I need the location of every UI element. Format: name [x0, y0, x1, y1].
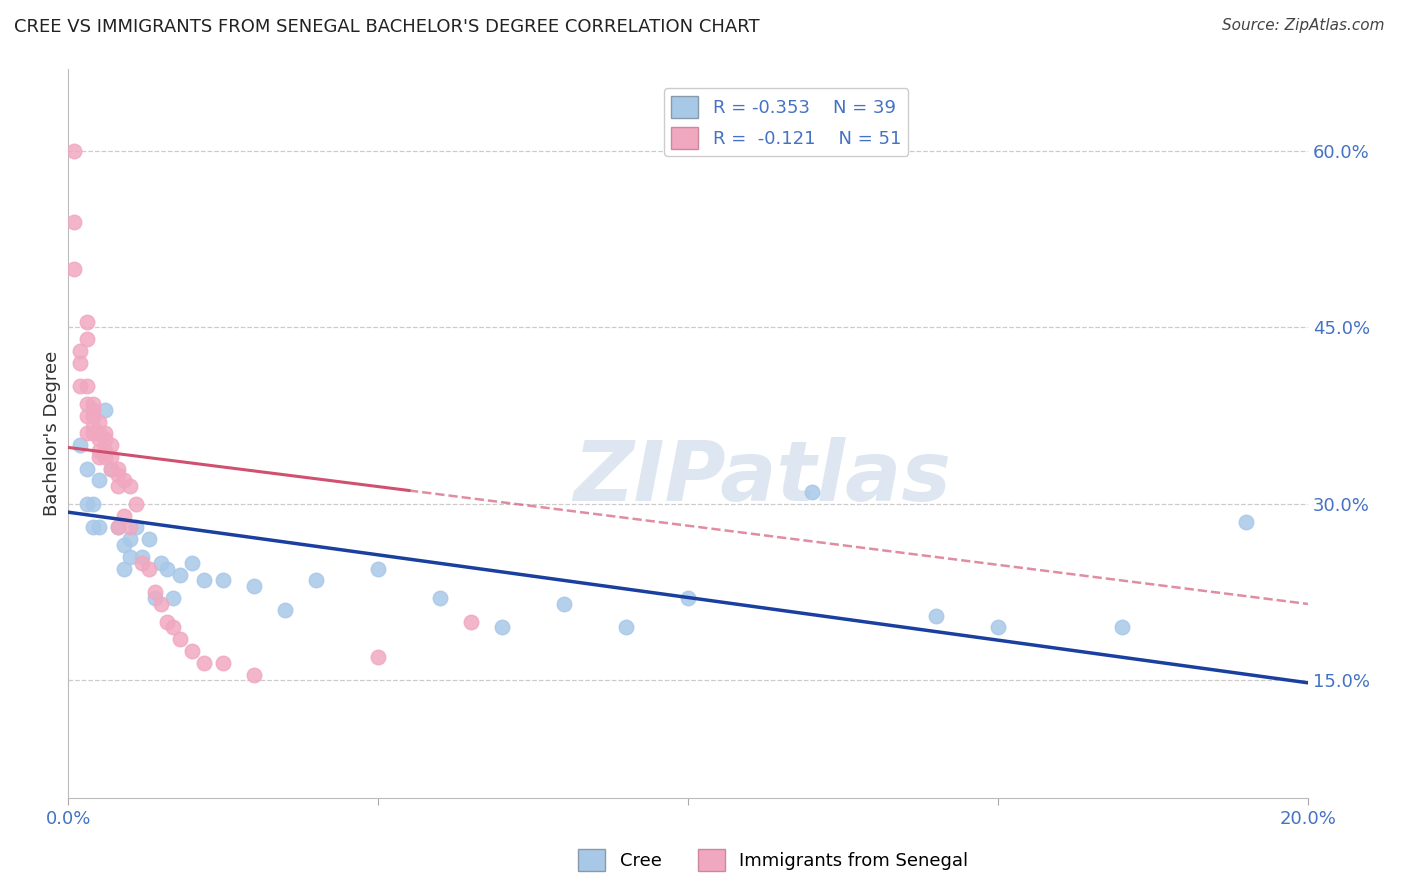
Point [76, 314, 98, 328]
Point [63, 214, 86, 228]
Point [131, 556, 153, 570]
Point [429, 591, 451, 605]
Point [82, 402, 104, 417]
Point [491, 620, 513, 634]
Point [94, 450, 117, 464]
Point [112, 474, 135, 488]
Point [1111, 620, 1133, 634]
Point [112, 538, 135, 552]
Point [82, 420, 104, 434]
Point [274, 603, 297, 617]
Point [87, 450, 110, 464]
Point [107, 520, 129, 534]
Legend: R = -0.353    N = 39, R =  -0.121    N = 51: R = -0.353 N = 39, R = -0.121 N = 51 [664, 88, 908, 156]
Point [181, 556, 204, 570]
Point [87, 415, 110, 429]
Point [801, 485, 824, 500]
Point [367, 649, 389, 664]
Point [181, 644, 204, 658]
Point [112, 508, 135, 523]
Point [193, 656, 215, 670]
Point [162, 620, 184, 634]
Point [69, 356, 91, 370]
Point [212, 574, 235, 588]
Point [107, 520, 129, 534]
Point [82, 497, 104, 511]
Point [100, 461, 122, 475]
Point [76, 397, 98, 411]
Point [69, 379, 91, 393]
Point [460, 615, 482, 629]
Point [150, 597, 173, 611]
Point [243, 579, 266, 593]
Point [87, 432, 110, 446]
Point [100, 438, 122, 452]
Point [193, 574, 215, 588]
Point [94, 432, 117, 446]
Point [76, 409, 98, 423]
Point [138, 562, 160, 576]
Point [156, 562, 179, 576]
Point [87, 426, 110, 441]
Point [76, 497, 98, 511]
Point [82, 520, 104, 534]
Point [120, 549, 142, 564]
Point [120, 533, 142, 547]
Point [87, 520, 110, 534]
Point [925, 608, 948, 623]
Point [125, 497, 148, 511]
Point [107, 461, 129, 475]
Point [987, 620, 1010, 634]
Point [94, 444, 117, 458]
Point [76, 332, 98, 346]
Point [76, 426, 98, 441]
Point [120, 520, 142, 534]
Point [82, 426, 104, 441]
Point [131, 549, 153, 564]
Text: Source: ZipAtlas.com: Source: ZipAtlas.com [1222, 18, 1385, 33]
Point [76, 461, 98, 475]
Point [156, 615, 179, 629]
Point [107, 467, 129, 482]
Point [87, 444, 110, 458]
Point [138, 533, 160, 547]
Point [553, 597, 575, 611]
Point [120, 479, 142, 493]
Point [100, 461, 122, 475]
Point [87, 474, 110, 488]
Point [100, 450, 122, 464]
Point [305, 574, 328, 588]
Point [243, 667, 266, 681]
Point [63, 261, 86, 276]
Point [169, 567, 191, 582]
Point [94, 426, 117, 441]
Point [125, 520, 148, 534]
Point [82, 409, 104, 423]
Point [112, 562, 135, 576]
Point [162, 591, 184, 605]
Point [69, 343, 91, 358]
Point [614, 620, 637, 634]
Point [107, 479, 129, 493]
Point [143, 591, 166, 605]
Point [367, 562, 389, 576]
Point [94, 402, 117, 417]
Point [69, 438, 91, 452]
Point [676, 591, 699, 605]
Point [169, 632, 191, 647]
Text: ZIPatlas: ZIPatlas [574, 436, 952, 517]
Point [143, 585, 166, 599]
Point [63, 144, 86, 158]
Text: CREE VS IMMIGRANTS FROM SENEGAL BACHELOR'S DEGREE CORRELATION CHART: CREE VS IMMIGRANTS FROM SENEGAL BACHELOR… [14, 18, 759, 36]
Point [76, 379, 98, 393]
Point [150, 556, 173, 570]
Point [212, 656, 235, 670]
Y-axis label: Bachelor's Degree: Bachelor's Degree [44, 351, 60, 516]
Point [1234, 515, 1257, 529]
Point [82, 397, 104, 411]
Legend: Cree, Immigrants from Senegal: Cree, Immigrants from Senegal [571, 842, 976, 879]
